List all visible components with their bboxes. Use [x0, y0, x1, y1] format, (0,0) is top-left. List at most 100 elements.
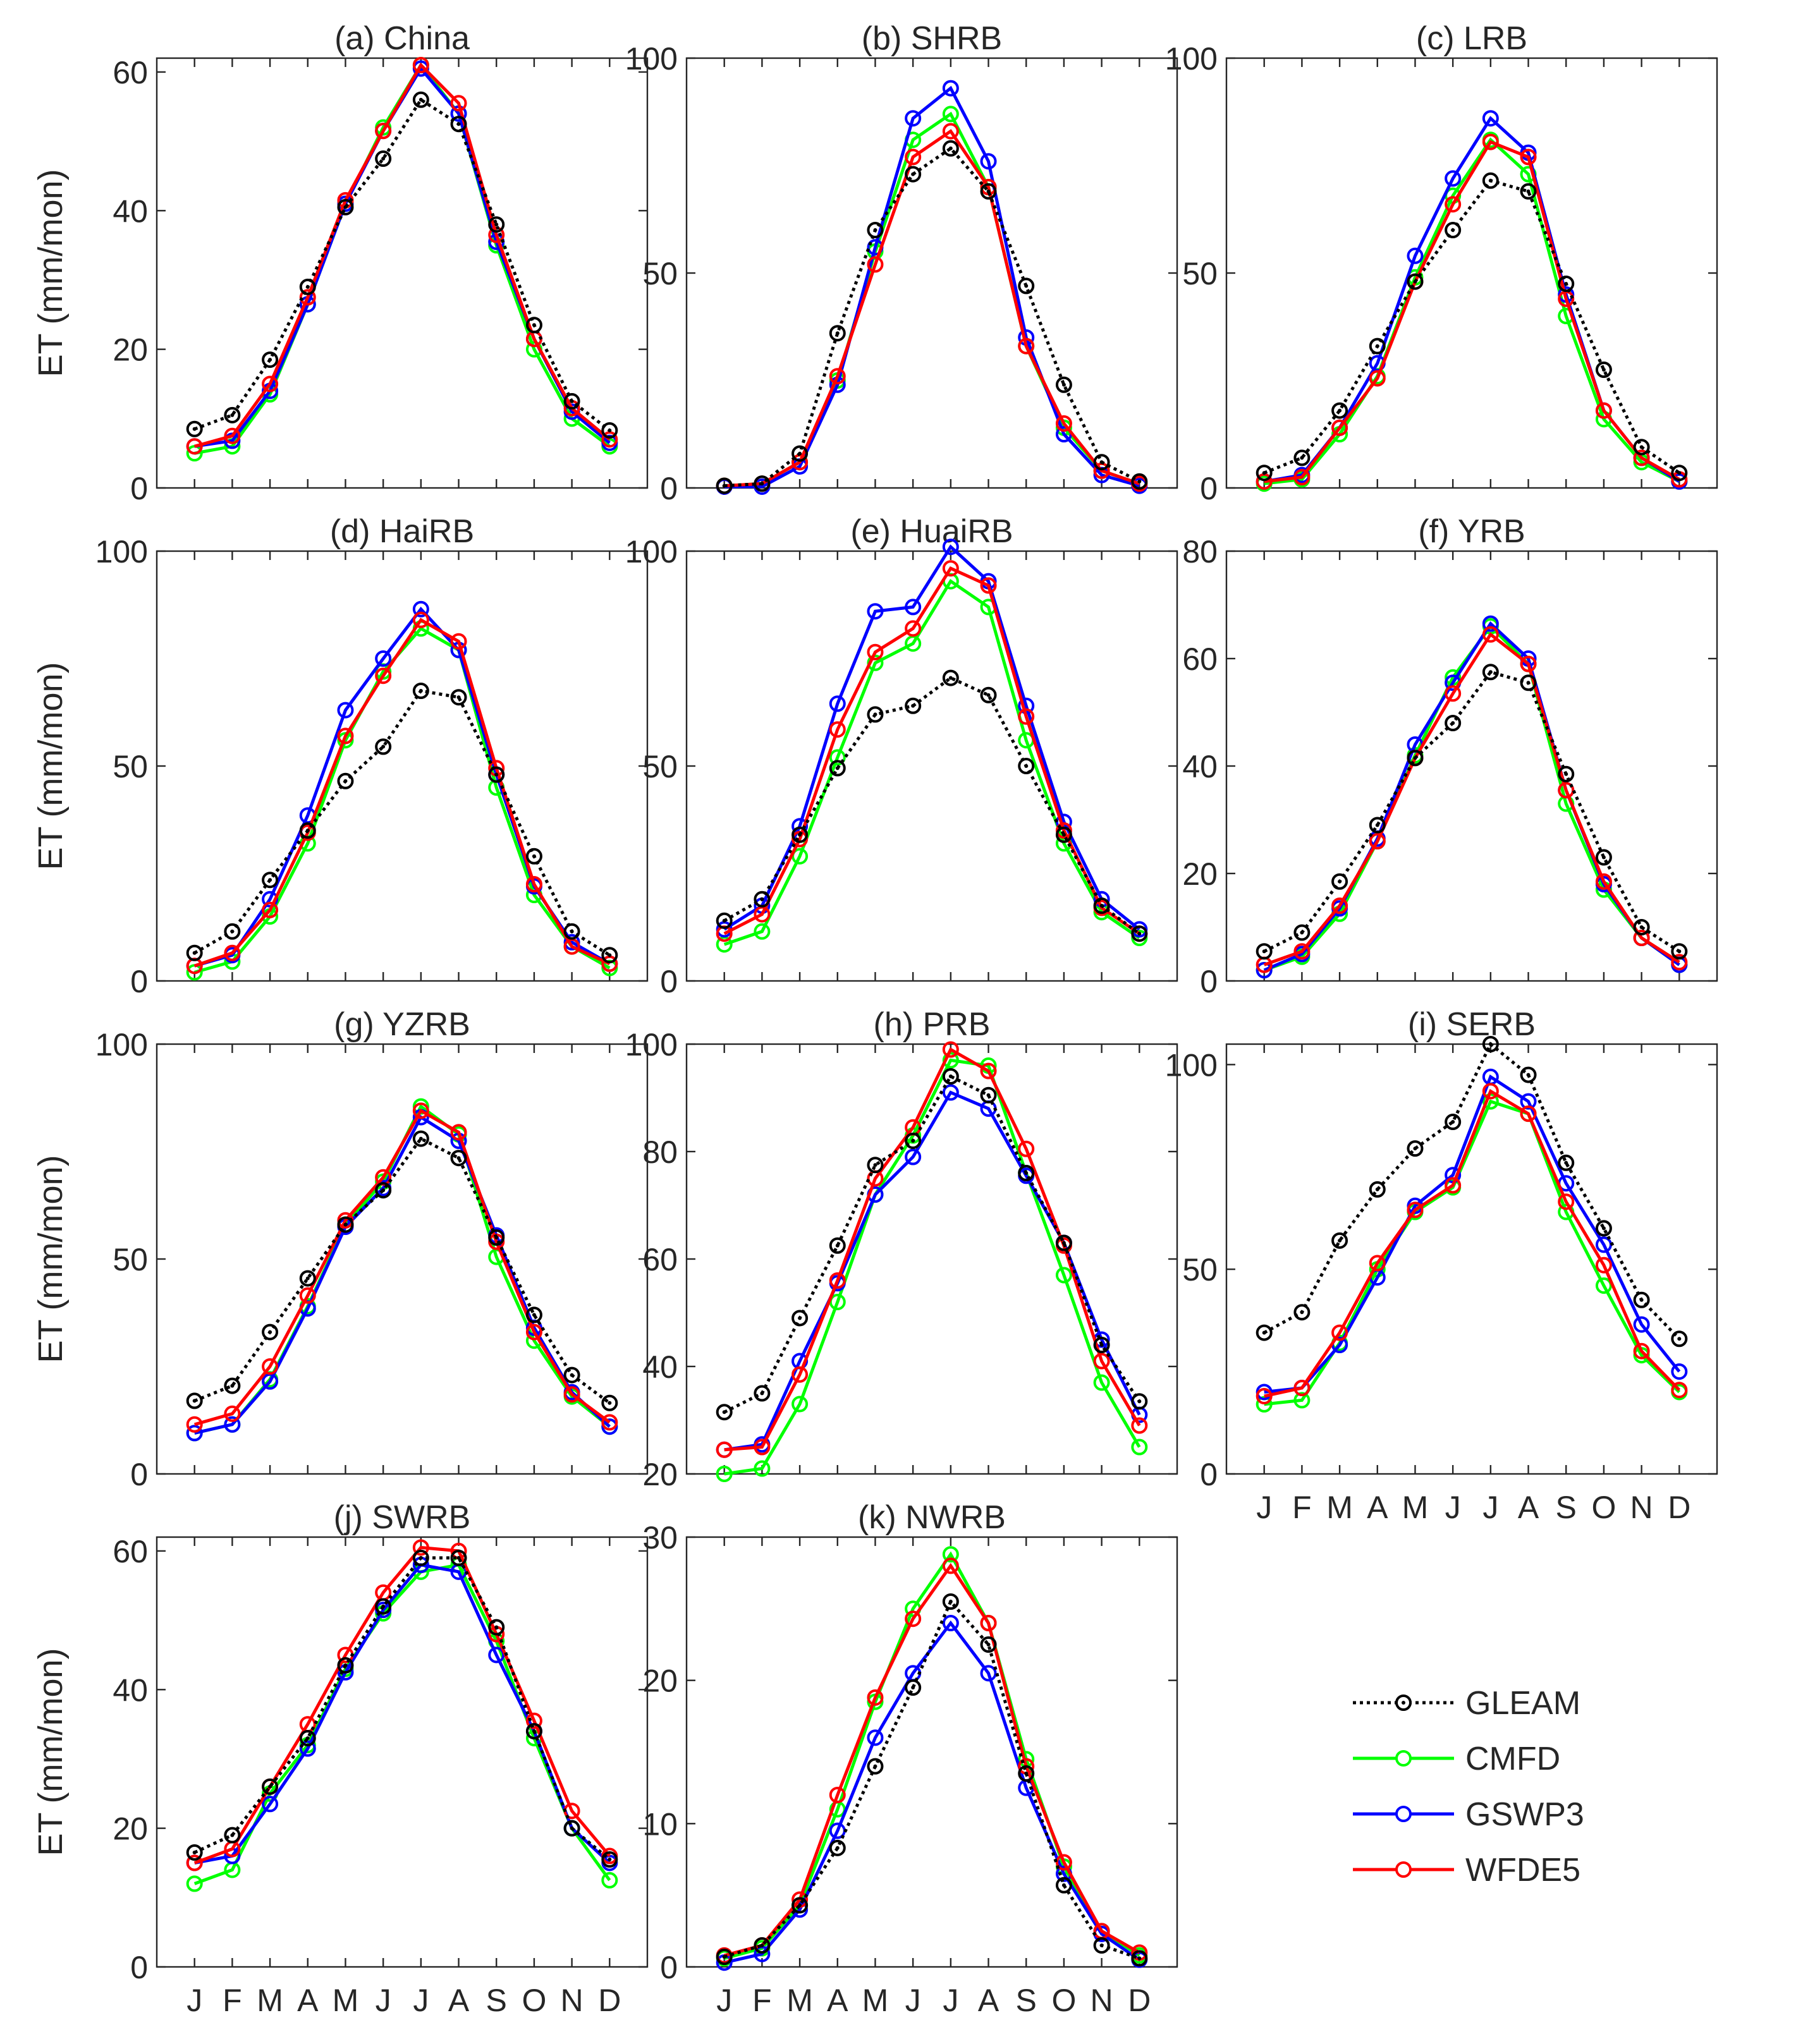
series-line-gleam — [193, 97, 611, 432]
data-point — [1331, 873, 1348, 890]
data-point — [1595, 1256, 1612, 1274]
series-gleam — [716, 140, 1148, 494]
ytick-label: 100 — [95, 534, 148, 569]
data-point — [716, 912, 733, 929]
legend-label: WFDE5 — [1465, 1852, 1580, 1889]
data-point — [829, 695, 846, 712]
data-point — [1055, 1234, 1072, 1251]
data-point — [262, 1323, 279, 1341]
data-point — [942, 1068, 959, 1085]
data-point-center — [1375, 344, 1379, 348]
data-point-center — [1300, 930, 1304, 935]
data-point — [942, 106, 959, 123]
ytick-label: 100 — [625, 41, 678, 76]
data-point-center — [986, 1093, 991, 1097]
series-line-wfde5 — [1264, 140, 1680, 484]
data-point-center — [835, 1846, 840, 1850]
ytick-label: 50 — [642, 256, 678, 291]
data-point — [1369, 1255, 1386, 1272]
data-point-center — [343, 205, 348, 209]
data-point — [1369, 338, 1386, 355]
data-point — [942, 1546, 959, 1563]
xtick-label: A — [297, 1983, 319, 2018]
data-point — [1633, 919, 1650, 935]
data-point — [525, 876, 542, 892]
series-line-gleam — [193, 1136, 611, 1404]
data-point-center — [835, 1243, 840, 1248]
data-point — [224, 1377, 241, 1394]
data-point — [563, 1386, 580, 1403]
panel-title: (j) SWRB — [334, 1499, 471, 1536]
data-point — [867, 1157, 884, 1174]
ytick-label: 50 — [113, 1242, 148, 1277]
data-point-center — [1677, 949, 1682, 954]
data-point-center — [1413, 279, 1417, 284]
data-point — [980, 183, 997, 200]
data-point — [1482, 626, 1499, 643]
xtick-label: F — [223, 1983, 242, 2018]
data-point — [262, 1358, 279, 1375]
data-point — [1293, 1380, 1311, 1396]
data-point-center — [1451, 228, 1455, 232]
data-point — [525, 1723, 542, 1740]
data-point — [1482, 615, 1499, 632]
data-point — [754, 1937, 771, 1954]
panel-a-china: 0 20 40 60 (a) China ET (mm/mon) — [32, 20, 649, 506]
data-point-center — [230, 1833, 235, 1837]
data-point — [1671, 1382, 1688, 1399]
data-point — [905, 1610, 922, 1627]
data-point — [980, 1086, 997, 1104]
data-point-center — [1564, 1160, 1568, 1165]
data-point-center — [1024, 764, 1029, 768]
data-point — [262, 351, 279, 368]
data-point-center — [192, 1399, 197, 1403]
series-line-wfde5 — [1264, 1088, 1681, 1398]
data-point — [867, 1729, 884, 1746]
data-point-center — [381, 1188, 386, 1193]
data-point — [1558, 276, 1575, 292]
axes-box — [156, 1536, 649, 1968]
data-point-center — [1137, 479, 1142, 484]
ytick-label: 0 — [130, 1950, 148, 1985]
data-point — [1256, 465, 1273, 482]
data-point — [942, 560, 959, 577]
data-point — [905, 110, 922, 127]
data-point — [1482, 1083, 1499, 1100]
data-point — [1093, 1937, 1110, 1954]
series-line-gswp3 — [1264, 1074, 1681, 1394]
data-point — [942, 1615, 959, 1631]
axes-box — [685, 1536, 1178, 1968]
data-point — [791, 1396, 809, 1413]
data-point — [867, 643, 884, 660]
data-point — [1131, 1417, 1148, 1434]
data-point-center — [230, 929, 235, 934]
data-point — [375, 1598, 392, 1615]
data-point — [1558, 1193, 1575, 1210]
data-point-center — [1601, 368, 1606, 372]
data-point — [262, 1796, 279, 1813]
data-point — [1445, 222, 1462, 238]
data-point-center — [532, 854, 536, 858]
data-point — [224, 1416, 241, 1433]
panel-title: (d) HaiRB — [330, 513, 474, 550]
data-point — [1256, 1396, 1273, 1413]
ytick-label: 100 — [625, 534, 678, 569]
ytick-label: 0 — [1200, 964, 1218, 999]
data-point — [1055, 415, 1072, 432]
series-gleam — [1256, 172, 1688, 482]
ytick-label: 50 — [1182, 1252, 1218, 1287]
series-line-wfde5 — [194, 1108, 611, 1427]
data-point — [412, 1102, 429, 1119]
data-point — [754, 923, 771, 940]
data-point — [1018, 338, 1035, 355]
series-line-cmfd — [723, 579, 1140, 946]
axes-box — [1225, 1043, 1718, 1475]
data-point-center — [230, 413, 235, 417]
data-point — [224, 923, 241, 940]
data-point-center — [268, 1784, 272, 1789]
data-point-center — [456, 122, 461, 126]
data-point — [375, 738, 392, 755]
data-point — [1018, 758, 1035, 774]
data-point — [1018, 1765, 1035, 1782]
